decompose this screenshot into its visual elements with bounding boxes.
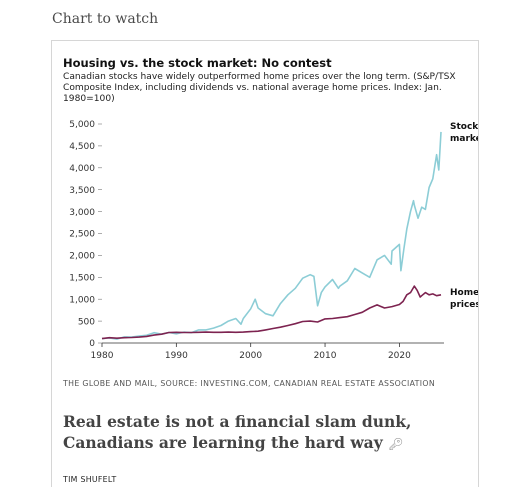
y-tick-label: 500 bbox=[78, 317, 95, 327]
y-tick-label: 0 bbox=[89, 339, 95, 349]
y-tick-label: 3,500 bbox=[69, 186, 95, 196]
series-line-home-prices bbox=[101, 285, 442, 340]
series-label-stock-market: market bbox=[450, 134, 478, 144]
y-tick-label: 4,000 bbox=[69, 164, 95, 174]
x-tick-label: 1980 bbox=[91, 351, 114, 361]
x-tick-label: 2000 bbox=[239, 351, 262, 361]
line-chart: 0 500 1,000 1,500 2,000 2,500 3,000 3,500 4,000 4… bbox=[69, 120, 478, 361]
y-tick-label: 2,500 bbox=[69, 230, 95, 240]
byline: TIM SHUFELT bbox=[63, 475, 117, 484]
y-tick-label: 1,000 bbox=[69, 295, 95, 305]
y-tick-label: 1,500 bbox=[69, 274, 95, 284]
y-tick-label: 2,000 bbox=[69, 252, 95, 262]
series-label-home-prices: Home bbox=[450, 288, 478, 298]
series-label-stock-market: Stock bbox=[450, 122, 478, 132]
chart-title: Housing vs. the stock market: No contest bbox=[63, 56, 332, 70]
source-credit: THE GLOBE AND MAIL, SOURCE: INVESTING.CO… bbox=[63, 379, 436, 388]
article-headline-link[interactable]: Real estate is not a financial slam dunk… bbox=[63, 411, 473, 455]
key-icon: 🔑︎ bbox=[388, 437, 404, 451]
chart-subtitle: Canadian stocks have widely outperformed… bbox=[63, 72, 456, 105]
headline-text: Real estate is not a financial slam dunk… bbox=[63, 412, 412, 452]
chart-card: Housing vs. the stock market: No contest… bbox=[51, 40, 479, 487]
y-tick-label: 4,500 bbox=[69, 142, 95, 152]
x-tick-label: 1990 bbox=[165, 351, 188, 361]
series-label-home-prices: prices bbox=[450, 300, 478, 310]
y-tick-label: 5,000 bbox=[69, 120, 95, 130]
y-tick-label: 3,000 bbox=[69, 208, 95, 218]
series-line-stock-market bbox=[101, 131, 442, 340]
x-tick-label: 2010 bbox=[314, 351, 337, 361]
section-title: Chart to watch bbox=[52, 11, 159, 27]
x-tick-label: 2020 bbox=[388, 351, 411, 361]
